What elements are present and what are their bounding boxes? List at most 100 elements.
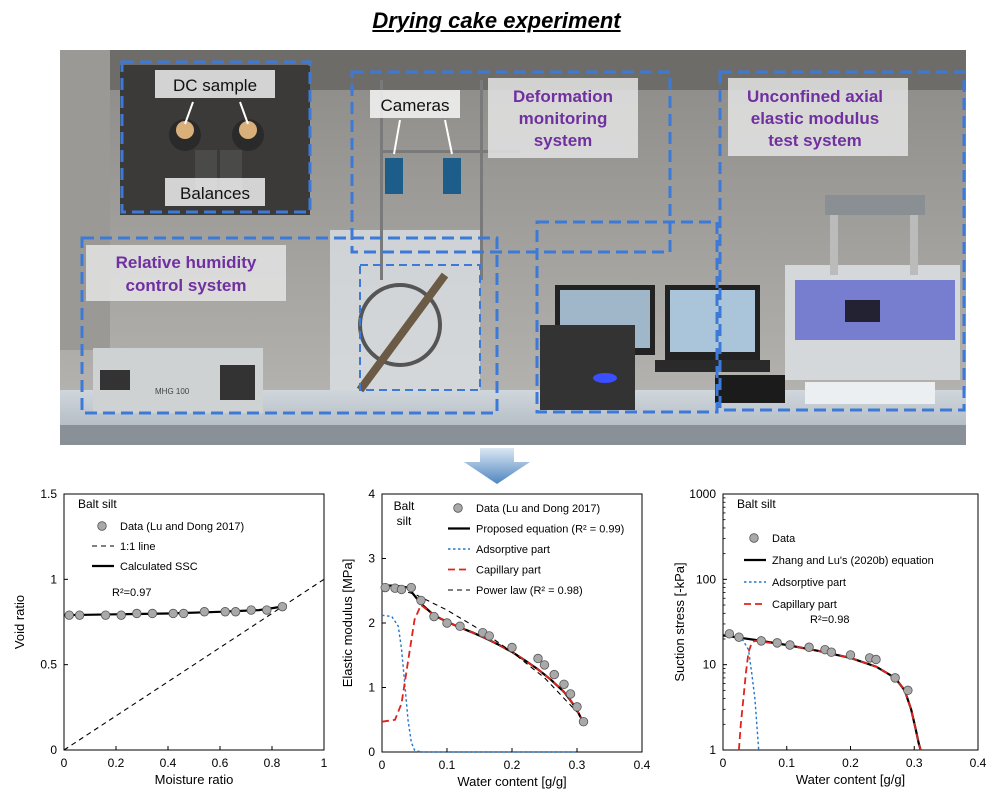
chart-annotation: Balt silt (737, 497, 776, 511)
label-unconfined-3: test system (768, 131, 862, 150)
data-point (772, 638, 782, 648)
data-point (168, 608, 178, 619)
label-deformation-2: monitoring (519, 109, 608, 128)
data-point (64, 610, 74, 620)
data-point (416, 595, 426, 606)
legend-label: 1:1 line (120, 541, 155, 553)
data-point (178, 608, 189, 619)
y-axis-label: Elastic modulus [MPa] (340, 559, 355, 688)
data-point (890, 673, 900, 683)
data-point (230, 607, 241, 617)
data-point (785, 640, 795, 650)
data-point (826, 647, 837, 657)
data-point (74, 610, 85, 620)
data-point (871, 654, 881, 665)
plot-frame (63, 493, 325, 751)
legend-label: Data (772, 533, 796, 545)
x-tick-label: 0.4 (160, 756, 177, 770)
y-tick-label: 1 (368, 681, 375, 695)
label-balances: Balances (180, 184, 250, 203)
experiment-photo: MHG 100 DC sample Balances Cameras Defor… (60, 50, 966, 445)
data-point (565, 689, 576, 699)
chart-annotation: silt (397, 514, 412, 528)
data-point (442, 618, 452, 628)
data-point (507, 642, 517, 653)
legend-label: Calculated SSC (120, 561, 198, 573)
x-tick-label: 0.3 (569, 758, 586, 772)
series-line (741, 638, 760, 751)
series-line (381, 614, 577, 753)
x-tick-label: 0.2 (842, 756, 859, 770)
x-axis-label: Moisture ratio (155, 772, 234, 787)
data-point (100, 610, 111, 620)
legend-marker (749, 533, 759, 543)
legend-label: Adsorptive part (772, 577, 846, 589)
x-tick-label: 0.6 (212, 756, 229, 770)
data-point (804, 642, 814, 652)
data-point (724, 629, 735, 639)
data-point (549, 669, 559, 680)
data-point (246, 605, 256, 615)
chart-annotation: Balt (394, 499, 415, 513)
data-point (578, 716, 589, 727)
y-tick-label: 10 (703, 658, 717, 672)
data-point (406, 582, 416, 593)
label-unconfined-2: elastic modulus (751, 109, 879, 128)
y-tick-label: 2 (368, 616, 375, 630)
x-tick-label: 0.1 (439, 758, 456, 772)
data-point (484, 631, 494, 641)
data-point (132, 608, 142, 619)
data-point (539, 660, 550, 670)
down-arrow-icon (464, 448, 530, 484)
chart-suction-stress: 0 0.1 0.2 0.3 0.4 1 10 100 1000 Water content [g/… (672, 487, 987, 787)
y-tick-label: 4 (368, 487, 375, 501)
y-tick-label: 0 (50, 743, 57, 757)
series-line (381, 603, 585, 724)
data-point (455, 621, 465, 631)
r-squared-label: R²=0.98 (810, 614, 849, 626)
legend-marker (97, 521, 107, 531)
data-point (116, 610, 126, 620)
data-point (533, 653, 543, 664)
data-point (220, 607, 230, 617)
label-dc-sample: DC sample (173, 76, 257, 95)
legend-label: Power law (R² = 0.98) (476, 585, 583, 597)
label-deformation-1: Deformation (513, 87, 613, 106)
series-line (382, 584, 585, 724)
data-point (262, 605, 272, 615)
chart-elastic-modulus: 0 0.1 0.2 0.3 0.4 0 1 2 3 4 Water content [g/g] Ela… (340, 487, 651, 789)
x-axis-label: Water content [g/g] (796, 772, 905, 787)
data-point (429, 611, 439, 622)
y-axis-label: Void ratio (12, 595, 27, 649)
legend-label: Adsorptive part (476, 544, 550, 556)
series-line (381, 585, 578, 713)
data-point (734, 632, 744, 642)
data-point (559, 679, 569, 689)
x-tick-label: 0.2 (108, 756, 125, 770)
data-point (756, 636, 766, 646)
x-tick-label: 0 (379, 758, 386, 772)
data-point (903, 685, 913, 696)
x-tick-label: 0.4 (970, 756, 987, 770)
data-point (380, 582, 390, 593)
legend-marker (453, 503, 463, 513)
data-point (277, 601, 288, 612)
label-unconfined-1: Unconfined axial (747, 87, 883, 106)
data-point (845, 650, 856, 660)
y-tick-label: 1 (50, 572, 57, 586)
legend-label: Capillary part (476, 565, 541, 577)
data-point (147, 608, 158, 619)
series-line (63, 578, 325, 751)
x-tick-label: 0.1 (778, 756, 795, 770)
data-point (199, 607, 210, 617)
label-humidity-2: control system (126, 276, 247, 295)
r-squared-label: R²=0.97 (112, 587, 151, 599)
legend-label: Proposed equation (R² = 0.99) (476, 524, 624, 536)
x-tick-label: 1 (321, 756, 328, 770)
data-point (572, 702, 582, 712)
y-tick-label: 3 (368, 552, 375, 566)
legend-label: Data (Lu and Dong 2017) (120, 521, 244, 533)
y-tick-label: 1.5 (40, 487, 57, 501)
legend-label: Capillary part (772, 599, 837, 611)
y-tick-label: 1000 (689, 487, 716, 501)
